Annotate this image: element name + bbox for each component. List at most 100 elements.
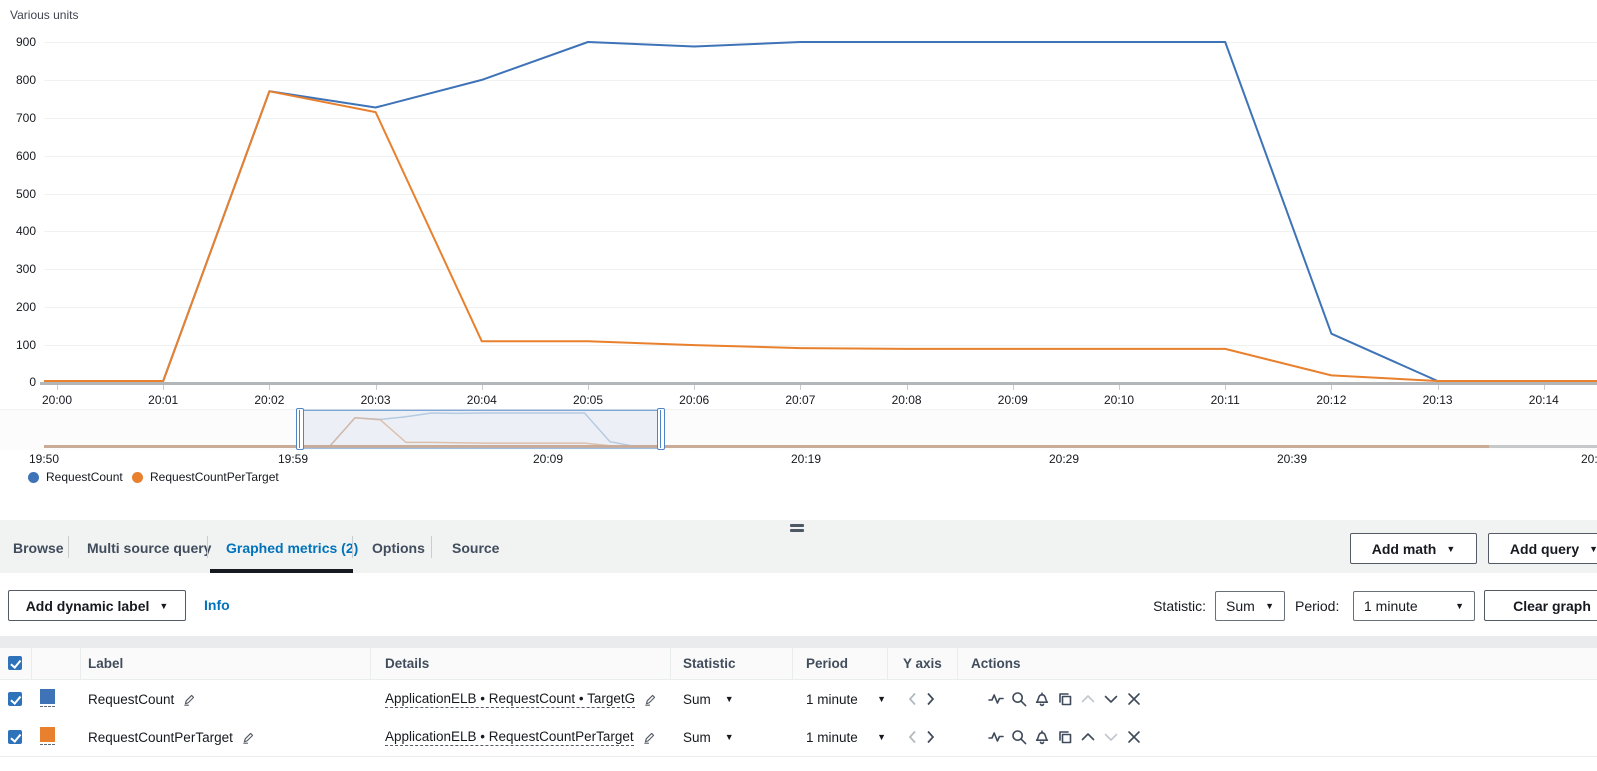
y-axis-right-icon[interactable]: [926, 730, 935, 744]
chevron-down-icon: ▼: [1589, 543, 1597, 554]
y-axis-cell: [908, 718, 935, 756]
edit-label-icon[interactable]: [183, 693, 196, 706]
gl0: [40, 382, 1597, 385]
period-select[interactable]: 1 minute ▼: [1353, 591, 1475, 621]
period-label: Period:: [1295, 598, 1340, 614]
move-down-icon[interactable]: [1103, 691, 1119, 707]
y-axis-left-icon[interactable]: [908, 692, 917, 706]
edit-details-icon[interactable]: [644, 693, 657, 706]
legend-item-requestcount[interactable]: RequestCount: [28, 470, 123, 484]
pulse-icon[interactable]: [988, 729, 1004, 745]
tab-options[interactable]: Options: [372, 540, 425, 556]
xtick: [269, 384, 271, 390]
col-header-period: Period: [806, 656, 849, 671]
ylab: 300: [15, 262, 36, 277]
ylab: 100: [15, 338, 36, 353]
timeline-brush-track[interactable]: [0, 409, 1597, 450]
statistic-value: Sum: [683, 691, 711, 707]
tllab: 20:09: [532, 452, 564, 466]
alarm-bell-icon[interactable]: [1034, 691, 1050, 707]
alarm-bell-icon[interactable]: [1034, 729, 1050, 745]
pulse-icon[interactable]: [988, 691, 1004, 707]
remove-icon[interactable]: [1126, 729, 1142, 745]
gl: [44, 155, 1597, 157]
y-axis-left-icon[interactable]: [908, 730, 917, 744]
clear-graph-label: Clear graph: [1513, 597, 1591, 614]
tab-multi-source-query[interactable]: Multi source query: [87, 540, 212, 556]
xlab: 20:02: [254, 393, 285, 407]
add-dynamic-label-button[interactable]: Add dynamic label ▼: [8, 590, 186, 621]
add-math-label: Add math: [1371, 540, 1437, 557]
xlab: 20:01: [148, 393, 179, 407]
metric-details[interactable]: ApplicationELB • RequestCount • TargetG: [385, 690, 636, 708]
edit-label-icon[interactable]: [242, 731, 255, 744]
move-down-icon[interactable]: [1103, 729, 1119, 745]
xtick: [1225, 384, 1227, 390]
brush-left-handle[interactable]: [296, 408, 304, 450]
zoom-search-icon[interactable]: [1011, 691, 1027, 707]
y-axis-cell: [908, 680, 935, 718]
y-axis-unit-label: Various units: [10, 8, 79, 22]
y-axis-right-icon[interactable]: [926, 692, 935, 706]
legend-item-requestcountpertarget[interactable]: RequestCountPerTarget: [132, 470, 279, 484]
add-math-button[interactable]: Add math ▼: [1350, 533, 1477, 564]
tllab: 19:59: [277, 452, 309, 466]
tab-source[interactable]: Source: [452, 540, 500, 556]
statistic-label: Statistic:: [1153, 598, 1206, 614]
move-up-icon[interactable]: [1080, 691, 1096, 707]
xlab: 20:04: [466, 393, 497, 407]
row-checkbox[interactable]: [8, 730, 22, 744]
statistic-cell[interactable]: Sum ▼: [683, 680, 734, 718]
metric-color-swatch[interactable]: [40, 727, 55, 745]
statistic-select[interactable]: Sum ▼: [1215, 591, 1285, 621]
metric-details-cell: ApplicationELB • RequestCountPerTarget: [385, 718, 656, 756]
tab-browse[interactable]: Browse: [13, 540, 64, 556]
legend-label: RequestCountPerTarget: [150, 470, 279, 484]
metric-row-requestcountpertarget: RequestCountPerTarget ApplicationELB • R…: [0, 718, 1597, 757]
clear-graph-button[interactable]: Clear graph: [1484, 590, 1597, 621]
add-query-label: Add query: [1509, 540, 1580, 557]
legend-label: RequestCount: [46, 470, 123, 484]
tab-graphed-metrics[interactable]: Graphed metrics (2): [226, 540, 359, 556]
statistic-value: Sum: [683, 729, 711, 745]
gl: [44, 193, 1597, 195]
add-query-button[interactable]: Add query ▼: [1488, 533, 1597, 564]
xtick: [163, 384, 165, 390]
remove-icon[interactable]: [1126, 691, 1142, 707]
gl: [44, 345, 1597, 347]
xlab: 20:05: [572, 393, 604, 407]
panel-resize-handle[interactable]: [789, 523, 805, 533]
zoom-search-icon[interactable]: [1011, 729, 1027, 745]
legend-dot: [28, 471, 39, 483]
period-value: 1 minute: [806, 691, 858, 707]
metric-color-swatch[interactable]: [40, 689, 55, 707]
xtick: [1119, 384, 1120, 390]
period-cell[interactable]: 1 minute ▼: [806, 718, 886, 756]
xtick: [1543, 384, 1545, 390]
col-header-label: Label: [88, 656, 124, 671]
duplicate-icon[interactable]: [1057, 691, 1073, 707]
tab-divider: [352, 536, 353, 558]
col-header-y-axis: Y axis: [903, 656, 942, 671]
statistic-cell[interactable]: Sum ▼: [683, 718, 734, 756]
gl: [44, 269, 1597, 271]
brush-right-handle[interactable]: [657, 408, 665, 450]
select-all-checkbox[interactable]: [8, 656, 22, 670]
row-checkbox[interactable]: [8, 692, 22, 706]
xtick: [1331, 384, 1333, 390]
tllab: 19:50: [28, 452, 60, 466]
actions-cell: [988, 718, 1142, 756]
move-up-icon[interactable]: [1080, 729, 1096, 745]
duplicate-icon[interactable]: [1057, 729, 1073, 745]
tab-bar: [0, 520, 1597, 573]
chevron-down-icon: ▼: [724, 694, 734, 704]
chevron-down-icon: ▼: [159, 600, 169, 611]
xlab: 20:00: [41, 393, 73, 407]
tllab: 20:49: [1580, 452, 1597, 466]
metric-details[interactable]: ApplicationELB • RequestCountPerTarget: [385, 728, 634, 746]
period-cell[interactable]: 1 minute ▼: [806, 680, 886, 718]
active-tab-underline: [210, 569, 353, 573]
info-link[interactable]: Info: [204, 597, 230, 613]
chevron-down-icon: ▼: [1455, 601, 1464, 611]
edit-details-icon[interactable]: [643, 731, 656, 744]
